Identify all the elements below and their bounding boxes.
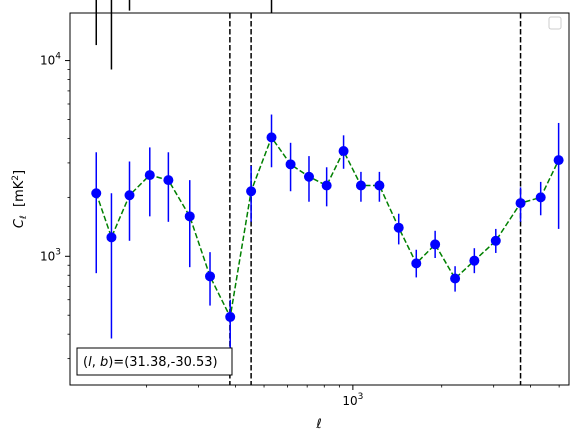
series-2-point-17 [393, 222, 404, 233]
y-axis-label-unit-close: ] [12, 170, 27, 175]
x-tick-label-1: 103 [342, 392, 363, 408]
series-2-point-23 [515, 198, 526, 209]
y-axis-label-unit: [mK [12, 180, 27, 207]
series-2-point-20 [450, 273, 461, 284]
annotation-text: (l, b)=(31.38,-30.53) [83, 355, 218, 370]
series-2-point-9 [246, 186, 257, 197]
annotation-b: b [100, 355, 108, 370]
y-axis-label-subscript: ℓ [19, 215, 29, 220]
series-2-point-24 [535, 192, 546, 203]
annotation-open-paren: ( [83, 355, 88, 370]
series-2-point-19 [430, 239, 441, 250]
legend-box [548, 16, 562, 30]
y-axis-label-unit-superscript: 2 [11, 175, 21, 181]
series-2-point-18 [411, 258, 422, 269]
plot-frame [69, 12, 570, 386]
series-2-point-12 [303, 171, 314, 182]
y-tick-label-1: 103 [40, 247, 61, 263]
y-tick-label-2: 104 [40, 52, 61, 68]
series-2-point-2 [106, 232, 117, 243]
series-2-point-1 [91, 188, 102, 199]
series-2-point-4 [144, 170, 155, 181]
series-2-point-3 [124, 190, 135, 201]
series-2-point-8 [225, 311, 236, 322]
series-2-point-13 [321, 180, 332, 191]
series-2-point-16 [374, 180, 385, 191]
y-axis-label-symbol: C [12, 218, 27, 228]
annotation-value: (31.38,-30.53) [124, 355, 217, 370]
series-2-line [95, 135, 560, 320]
y-axis-label: Cℓ [mK2] [11, 170, 29, 228]
series-2-point-10 [266, 132, 277, 143]
series-2-point-6 [184, 211, 195, 222]
series-2-point-14 [338, 146, 349, 157]
series-2-point-7 [205, 271, 216, 282]
annotation-l: l [88, 355, 92, 370]
annotation-equals: )= [108, 355, 124, 370]
series-2-point-22 [490, 235, 501, 246]
axis-ticks: 103104105103 [40, 52, 560, 408]
annotation-box [76, 347, 233, 376]
series-2-point-21 [469, 255, 480, 266]
series-2-point-25 [553, 155, 564, 166]
series-2-point-5 [163, 175, 174, 186]
series-2-point-11 [285, 159, 296, 170]
chart-marks [91, 0, 564, 385]
coordinate-annotation: (l, b)=(31.38,-30.53) [76, 347, 233, 376]
x-axis-label: ℓ [315, 417, 321, 432]
series-2-point-15 [355, 180, 366, 191]
annotation-comma: , [92, 355, 100, 370]
